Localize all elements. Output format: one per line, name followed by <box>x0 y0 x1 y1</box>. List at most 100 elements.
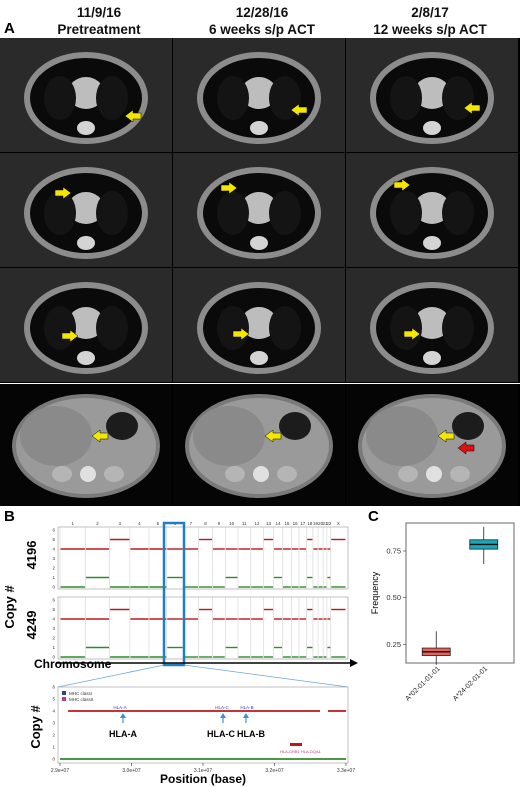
zoom-ytick-5: 5 <box>52 697 55 702</box>
svg-text:HLA-B: HLA-B <box>240 705 253 710</box>
svg-text:HLA-C: HLA-C <box>215 705 229 710</box>
abdominal-scan-c3 <box>346 384 518 506</box>
ct-scan-images <box>0 38 518 382</box>
plot1-ytick-2: 2 <box>52 566 55 571</box>
abdominal-red-arrow <box>457 441 475 455</box>
chrom-label-7: 7 <box>190 521 193 526</box>
column-date-3: 2/8/17 <box>411 5 449 20</box>
zoom-ytick-6: 6 <box>52 685 55 690</box>
lesion-arrow-r3-c3 <box>403 327 421 341</box>
zoom-xtick-3.1e+07: 3.1e+07 <box>194 768 212 774</box>
plot2-ytick-1: 1 <box>52 645 55 650</box>
abdominal-scan-c2 <box>173 384 345 506</box>
box-2-category-label: A*24-02-01-01 <box>452 665 489 702</box>
chrom-label-21: 21 <box>323 521 329 526</box>
gene-hla-b: HLA-B HLA-B <box>237 705 265 739</box>
column-date-2: 12/28/16 <box>235 5 289 20</box>
gene-label-hla-a: HLA-A <box>109 729 137 739</box>
zoom-ytick-2: 2 <box>52 733 55 738</box>
plot2-ytick-2: 2 <box>52 636 55 641</box>
plot2-ytick-0: 0 <box>52 655 55 660</box>
zoom-connector-right <box>183 664 349 688</box>
plot2-ytick-3: 3 <box>52 626 55 631</box>
chrom-label-2: 2 <box>96 521 99 526</box>
plot1-ytick-1: 1 <box>52 575 55 580</box>
chrom-label-4: 4 <box>138 521 141 526</box>
plot1-ytick-3: 3 <box>52 556 55 561</box>
abdominal-ct-images <box>0 384 518 506</box>
chrom-label-5: 5 <box>157 521 160 526</box>
sample-4196-plot-frame <box>57 526 349 590</box>
plot1-ytick-5: 5 <box>52 537 55 542</box>
chrom-label-10: 10 <box>229 521 235 526</box>
zoom-ytick-1: 1 <box>52 745 55 750</box>
box-1-category-label: A*02-01-01-01 <box>405 665 442 702</box>
chrom-label-11: 11 <box>242 521 247 526</box>
lesion-arrow-r2-c3 <box>393 178 411 192</box>
lesion-arrow-r2-c1 <box>54 186 72 200</box>
panel-c-letter: C <box>368 508 379 525</box>
zoom-xtick-3.0e+07: 3.0e+07 <box>122 768 140 774</box>
gene-hla-c: HLA-C HLA-C <box>207 705 235 739</box>
abdominal-arrow-c1 <box>91 429 109 443</box>
zoom-copy-1-blip <box>290 743 302 746</box>
chromosome-axis-arrowhead <box>350 659 358 667</box>
plot2-ytick-4: 4 <box>52 617 55 622</box>
abdominal-ct-row <box>0 384 520 506</box>
ct-scan-r1-c2 <box>173 38 345 152</box>
boxplot-y-label: Frequency <box>370 571 380 614</box>
chrom-label-13: 13 <box>266 521 272 526</box>
chrom-label-8: 8 <box>204 521 207 526</box>
legend-mhc-class1: MHC classI <box>69 691 92 696</box>
ct-scan-r3-c1 <box>0 268 172 382</box>
zoom-ytick-0: 0 <box>52 757 55 762</box>
plot1-ytick-0: 0 <box>52 585 55 590</box>
chrom-label-16: 16 <box>293 521 299 526</box>
ct-scan-r1-c3 <box>346 38 518 152</box>
ct-scan-r2-c3 <box>346 153 518 267</box>
ct-scan-r2-c2 <box>173 153 345 267</box>
column-header-2: 12/28/16 6 weeks s/p ACT <box>177 4 347 38</box>
abdominal-scan-c1 <box>0 384 172 506</box>
class2-gene-labels: HLA-DRB1 HLA-DQA1 <box>280 749 322 754</box>
chrom-label-3: 3 <box>118 521 121 526</box>
boxplot-ytick-0.75: 0.75 <box>386 547 401 556</box>
zoom-connector-left <box>57 664 165 688</box>
boxplot-ytick-0.50: 0.50 <box>386 593 401 602</box>
panel-b-letter: B <box>4 508 15 525</box>
column-label-3: 12 weeks s/p ACT <box>373 22 487 37</box>
chrom-label-17: 17 <box>300 521 306 526</box>
chrom-label-1: 1 <box>71 521 74 526</box>
gene-label-hla-c: HLA-C <box>207 729 235 739</box>
zoom-xtick-3.2e+07: 3.2e+07 <box>265 768 283 774</box>
chrom-label-14: 14 <box>275 521 281 526</box>
abdominal-arrow-c2 <box>264 429 282 443</box>
plot1-ytick-4: 4 <box>52 547 55 552</box>
lesion-arrow-r1-c3 <box>463 101 481 115</box>
column-label-1: Pretreatment <box>57 22 141 37</box>
chrom-label-18: 18 <box>307 521 313 526</box>
chromosome-axis-label: Chromosome <box>34 657 112 671</box>
chrom-label-9: 9 <box>218 521 221 526</box>
column-date-1: 11/9/16 <box>76 5 122 20</box>
sample-label-4249: 4249 <box>24 611 39 640</box>
chrom-label-X: X <box>337 521 340 526</box>
column-label-2: 6 weeks s/p ACT <box>208 22 316 37</box>
legend-mhc-class2-swatch <box>62 697 66 701</box>
legend-mhc-class2: MHC classII <box>69 697 93 702</box>
boxplot-ytick-0.25: 0.25 <box>386 640 401 649</box>
lesion-arrow-r1-c2 <box>290 103 308 117</box>
zoom-ytick-3: 3 <box>52 721 55 726</box>
lesion-arrow-r2-c2 <box>220 181 238 195</box>
lesion-arrow-r3-c1 <box>61 329 79 343</box>
ct-scan-r3-c3 <box>346 268 518 382</box>
gene-label-hla-b: HLA-B <box>237 729 265 739</box>
sample-4249-plot-frame <box>57 596 349 660</box>
zoom-xtick-2.9e+07: 2.9e+07 <box>51 768 69 774</box>
abdominal-arrow-c3 <box>437 429 455 443</box>
sample-label-4196: 4196 <box>24 541 39 570</box>
column-header-3: 2/8/17 12 weeks s/p ACT <box>345 4 515 38</box>
gene-hla-a: HLA-A HLA-A <box>109 705 137 739</box>
plot1-ytick-6: 6 <box>52 528 55 533</box>
